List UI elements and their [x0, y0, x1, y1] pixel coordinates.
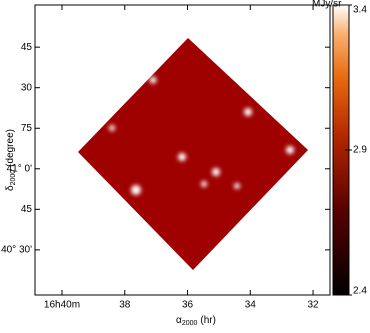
x-tick-label: 36: [182, 300, 194, 311]
x-axis-label: α2000 (hr): [176, 315, 216, 327]
y-tick-label: 40° 30': [1, 245, 32, 256]
x-tick-label: 32: [307, 300, 319, 311]
x-tick-label: 34: [245, 300, 257, 311]
y-tick-label: 30: [21, 82, 33, 93]
plot-frame: [34, 4, 331, 296]
colorbar-tick-label: 3.4: [353, 5, 367, 16]
y-tick-label: 41° 0': [7, 163, 32, 174]
x-tick-label: 16h40m: [44, 300, 80, 311]
y-tick-label: 45: [21, 42, 33, 53]
y-tick-label: 45: [21, 204, 33, 215]
y-tick-label: 75: [21, 123, 33, 134]
sky-image: [78, 38, 308, 270]
colorbar-tick-label: 2.9: [353, 145, 367, 156]
colorbar-label: MJy/sr: [312, 0, 342, 10]
y-axis-label: δ2000(degree): [5, 129, 17, 191]
colorbar-tick-label: 2.4: [353, 286, 367, 297]
x-tick-label: 38: [119, 300, 131, 311]
